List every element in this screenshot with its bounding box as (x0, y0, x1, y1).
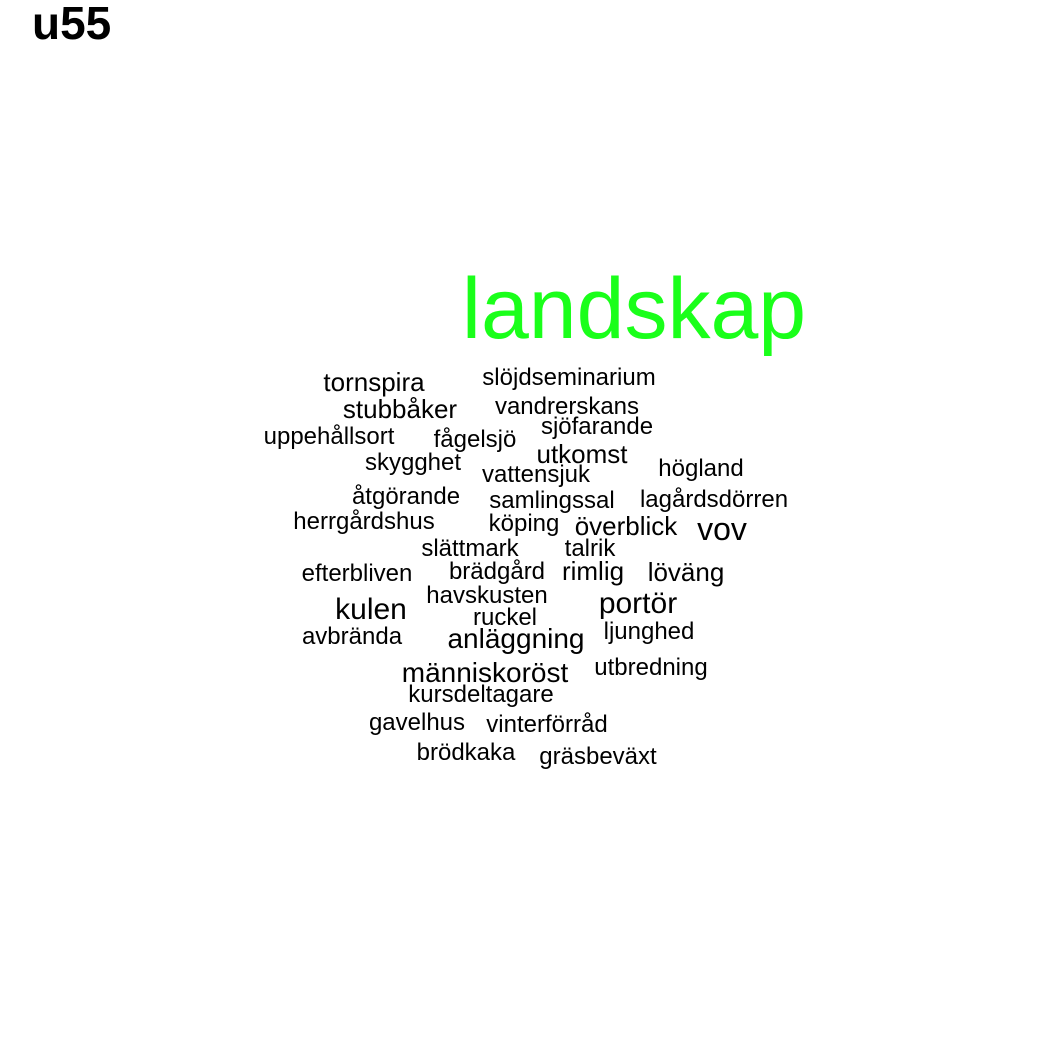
word-anlaggning: anläggning (447, 623, 585, 654)
word-manniskorost: människoröst (401, 657, 569, 688)
word-hogland: högland (658, 455, 744, 482)
word-bradgard: brädgård (448, 558, 546, 585)
word-avbranda: avbrända (301, 623, 403, 650)
word-lovang: löväng (647, 557, 725, 587)
word-utkomst: utkomst (536, 439, 628, 469)
word-overblick: överblick (574, 511, 678, 541)
chart-title: u55 (32, 0, 112, 49)
word-utbredning: utbredning (594, 654, 708, 681)
word-rimlig: rimlig (561, 556, 625, 586)
word-slojdseminarium: slöjdseminarium (482, 364, 656, 391)
word-vandrerskans: vandrerskans (494, 393, 640, 420)
word-lagardsdorren: lagårdsdörren (639, 486, 789, 513)
word-vov: vov (697, 511, 747, 547)
word-atgorande: åtgörande (351, 483, 461, 510)
word-fagelsjo: fågelsjö (433, 426, 517, 453)
word-herrgardshus: herrgårdshus (293, 508, 435, 535)
word-kulen: kulen (335, 593, 407, 626)
word-brodkaka: brödkaka (416, 739, 516, 766)
word-talrik: talrik (564, 535, 616, 562)
word-ljunghed: ljunghed (603, 618, 695, 645)
word-koping: köping (488, 510, 560, 537)
word-kursdeltagare: kursdeltagare (408, 681, 554, 708)
word-grasbevaxt: gräsbeväxt (539, 743, 657, 770)
word-stubbaker: stubbåker (342, 394, 458, 424)
word-skygghet: skygghet (364, 449, 462, 476)
word-ruckel: ruckel (472, 604, 538, 631)
word-sjofarande: sjöfarande (540, 413, 654, 440)
word-uppehallsort: uppehållsort (263, 423, 395, 450)
word-gavelhus: gavelhus (368, 709, 466, 736)
word-landskap: landskap (461, 261, 807, 357)
word-efterbliven: efterbliven (301, 560, 413, 587)
word-havskusten: havskusten (426, 582, 548, 609)
word-vattensjuk: vattensjuk (481, 461, 591, 488)
word-vinterforrad: vinterförråd (486, 711, 608, 738)
word-portor: portör (598, 587, 678, 620)
word-slattmark: slättmark (421, 535, 519, 562)
word-samlingssal: samlingssal (489, 487, 615, 514)
word-tornspira: tornspira (323, 367, 425, 397)
